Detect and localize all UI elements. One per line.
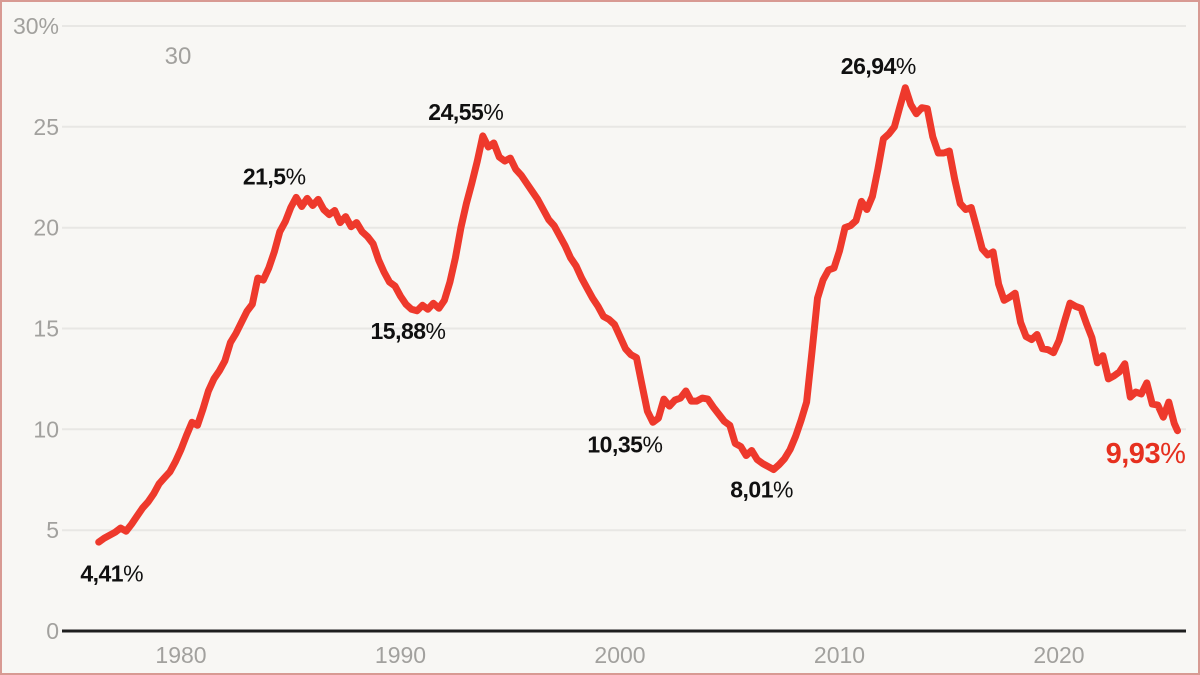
y-axis-label-30: 30% — [13, 13, 59, 39]
annotation-trough-2001: 10,35% — [587, 432, 662, 458]
stray-label: 30 — [165, 43, 192, 70]
annotation-peak-1985: 21,5% — [243, 164, 306, 190]
y-axis-label-0: 0 — [46, 618, 59, 644]
y-axis-label-20: 20 — [33, 215, 59, 241]
y-axis-label-25: 25 — [33, 114, 59, 140]
x-axis-label-2020: 2020 — [1033, 642, 1084, 668]
series-line-percentage-rate — [95, 84, 1181, 546]
annotation-peak-2013: 26,94% — [841, 53, 916, 79]
annotation-latest-2025: 9,93% — [1106, 438, 1186, 470]
x-axis-label-2010: 2010 — [814, 642, 865, 668]
x-axis-label-1990: 1990 — [375, 642, 426, 668]
annotation-peak-1994: 24,55% — [428, 99, 503, 125]
y-axis-label-5: 5 — [46, 517, 59, 543]
annotation-start-1976: 4,41% — [80, 560, 143, 586]
annotation-trough-2007: 8,01% — [730, 477, 793, 503]
x-axis-label-2000: 2000 — [594, 642, 645, 668]
y-axis-label-10: 10 — [33, 416, 59, 442]
y-axis-label-15: 15 — [33, 316, 59, 342]
annotation-trough-1990: 15,88% — [370, 318, 445, 344]
x-axis-label-1980: 1980 — [155, 642, 206, 668]
